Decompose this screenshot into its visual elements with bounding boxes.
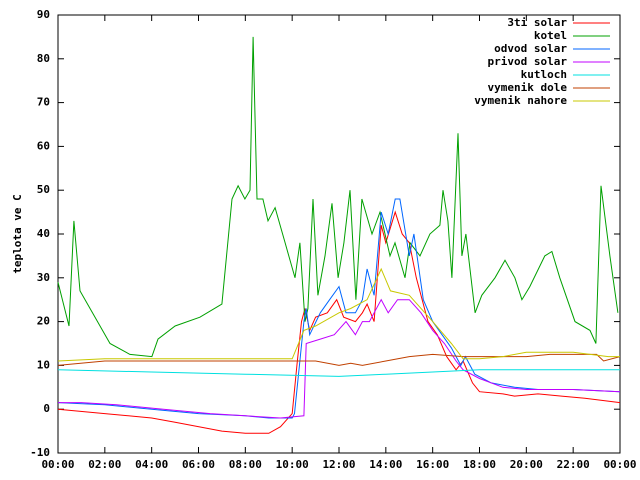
legend-label: vymenik dole xyxy=(488,81,568,94)
x-tick-label: 08:00 xyxy=(229,458,262,471)
legend-label: kutloch xyxy=(521,68,567,81)
series-line xyxy=(57,36,619,358)
x-tick-label: 06:00 xyxy=(182,458,215,471)
y-tick-label: 30 xyxy=(37,271,50,284)
x-tick-label: 00:00 xyxy=(603,458,636,471)
y-tick-label: -10 xyxy=(30,446,50,459)
x-tick-label: 00:00 xyxy=(41,458,74,471)
y-tick-label: 20 xyxy=(37,315,50,328)
series-line xyxy=(57,210,621,434)
series-line xyxy=(58,298,621,419)
y-tick-label: 90 xyxy=(37,8,50,21)
series-line xyxy=(57,353,621,366)
series-line xyxy=(57,267,620,362)
y-tick-label: 50 xyxy=(37,183,50,196)
y-axis-label: teplota ve C xyxy=(11,194,24,273)
y-tick-label: 0 xyxy=(43,402,50,415)
legend-label: 3ti solar xyxy=(507,16,567,29)
x-tick-label: 22:00 xyxy=(557,458,590,471)
legend-label: vymenik nahore xyxy=(474,94,567,107)
x-tick-label: 02:00 xyxy=(88,458,121,471)
x-tick-label: 14:00 xyxy=(369,458,402,471)
legend-label: kotel xyxy=(534,29,567,42)
x-tick-label: 16:00 xyxy=(416,458,449,471)
series-line xyxy=(57,369,620,377)
x-tick-label: 18:00 xyxy=(463,458,496,471)
x-tick-label: 20:00 xyxy=(510,458,543,471)
legend-label: privod solar xyxy=(488,55,568,68)
y-tick-label: 10 xyxy=(37,358,50,371)
y-tick-label: 60 xyxy=(37,139,50,152)
x-tick-label: 04:00 xyxy=(135,458,168,471)
legend-label: odvod solar xyxy=(494,42,567,55)
x-tick-label: 10:00 xyxy=(276,458,309,471)
x-tick-label: 12:00 xyxy=(322,458,355,471)
y-tick-label: 80 xyxy=(37,52,50,65)
y-tick-label: 40 xyxy=(37,227,50,240)
y-tick-label: 70 xyxy=(37,96,50,109)
